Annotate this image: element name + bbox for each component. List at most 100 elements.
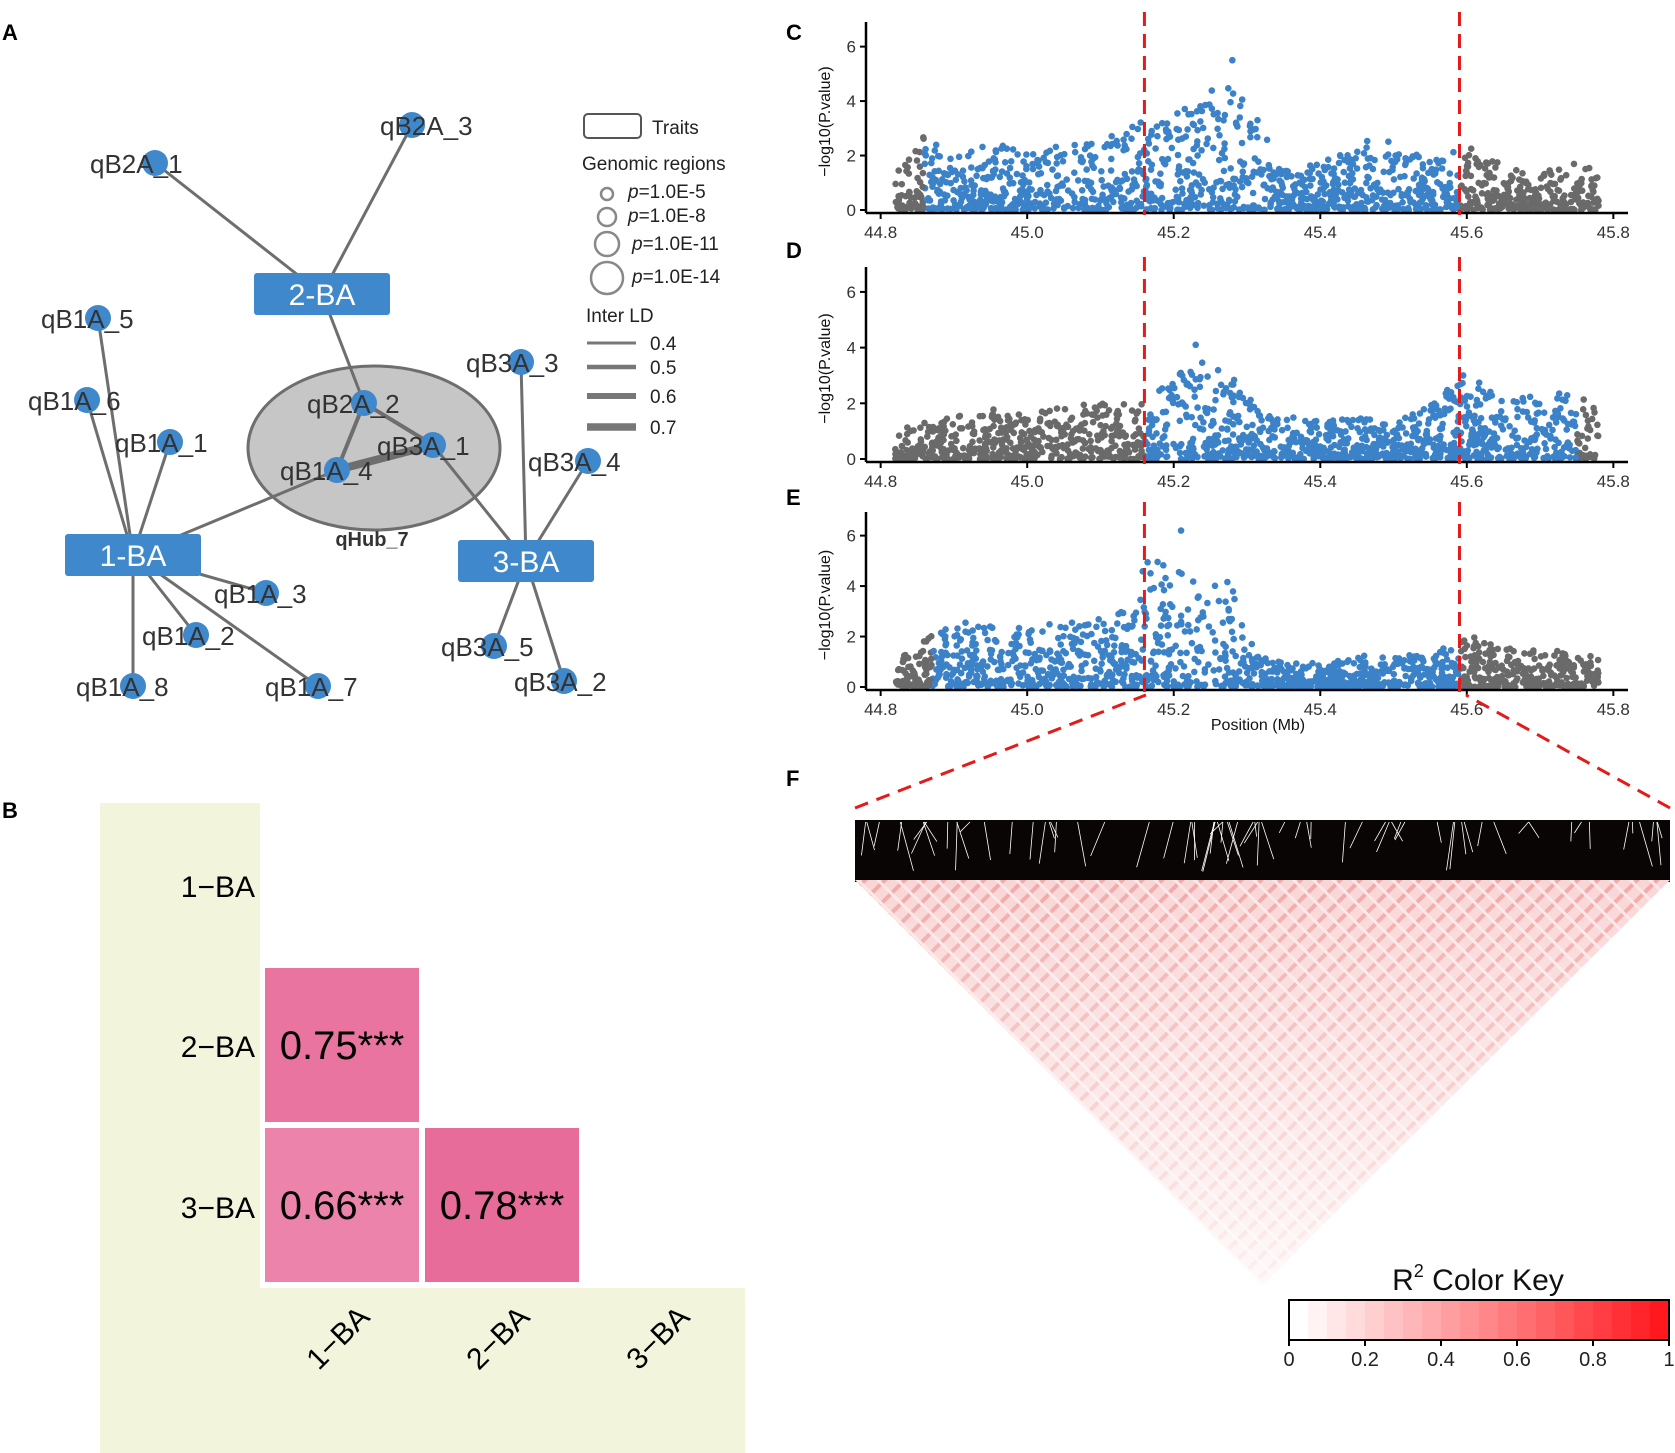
snp-link-line [899,821,914,871]
scatter-point [1315,170,1322,177]
scatter-point [1306,450,1313,457]
scatter-point [1103,140,1111,148]
scatter-point [1221,154,1229,162]
scatter-point [1504,653,1512,660]
scatter-point [965,446,973,454]
scatter-point [959,444,967,452]
scatter-point [1003,145,1011,152]
scatter-point [1192,421,1199,429]
scatter-point [1010,429,1018,437]
scatter-point [1175,126,1183,134]
scatter-point [1542,445,1550,453]
scatter-point [1577,206,1585,214]
scatter-point [1084,178,1092,185]
scatter-point [1484,451,1491,458]
scatter-point [1430,171,1437,178]
scatter-point [1409,432,1416,440]
scatter-point [1551,652,1558,659]
scatter-point [1134,153,1142,161]
scatter-point [1498,662,1505,669]
scatter-point [1554,395,1561,402]
scatter-point [1380,443,1387,450]
scatter-point [958,655,966,662]
scatter-point [1215,156,1223,164]
scatter-point [1064,423,1072,431]
snp-link-line [1574,821,1582,834]
scatter-point [980,675,988,683]
scatter-point [1549,426,1556,434]
scatter-point [1181,628,1189,635]
scatter-point [1524,438,1532,446]
scatter-point [942,649,949,657]
panel-label-e: E [786,485,801,510]
scatter-point [1131,418,1139,425]
scatter-point [1019,172,1026,179]
scatter-point [892,180,899,188]
scatter-point [1148,682,1156,689]
scatter-point [1219,447,1226,454]
y-tick-label: 4 [847,92,856,111]
scatter-point [1017,454,1024,461]
corr-cell [265,1128,419,1282]
colorkey-step [1574,1300,1594,1340]
scatter-point [1152,178,1159,185]
scatter-point [1071,438,1079,445]
snp-link-line [1376,821,1390,853]
scatter-point [1098,637,1105,645]
scatter-point [1015,624,1023,632]
scatter-point [1431,657,1439,665]
scatter-point [1450,195,1457,202]
scatter-point [991,636,999,644]
scatter-point [1422,202,1430,209]
scatter-point [942,626,949,633]
scatter-point [1177,455,1185,463]
scatter-point [1472,193,1479,200]
scatter-point [1406,455,1414,463]
scatter-point [1109,140,1116,148]
scatter-point [1471,417,1479,425]
scatter-point [1240,160,1248,167]
scatter-point [1004,661,1012,669]
scatter-point [1324,156,1332,163]
scatter-point [1540,454,1547,462]
scatter-point [1239,168,1247,175]
scatter-point [1297,668,1305,675]
scatter-point [1098,660,1105,667]
scatter-point [1395,424,1402,432]
scatter-point [1119,429,1127,436]
scatter-point [920,135,927,142]
scatter-point [917,436,925,443]
scatter-point [1577,657,1584,664]
scatter-point [1461,418,1469,426]
scatter-point [973,675,980,682]
scatter-point [1056,455,1064,463]
scatter-point [1194,126,1201,134]
scatter-point [1068,414,1076,422]
scatter-point [911,454,919,462]
scatter-point [1564,439,1572,446]
scatter-point [1578,179,1585,187]
scatter-point [1024,439,1031,446]
scatter-point [1497,422,1505,430]
scatter-point [1246,122,1254,130]
y-tick-label: 0 [847,450,856,469]
scatter-point [934,205,942,212]
scatter-point [1230,635,1237,643]
scatter-point [1117,194,1125,201]
scatter-point [1537,175,1545,182]
scatter-point [1195,658,1202,666]
scatter-point [1161,433,1168,440]
y-tick-label: 2 [847,628,856,647]
scatter-point [1377,683,1384,691]
scatter-point [1157,200,1165,208]
scatter-point [1109,677,1117,684]
network-edge [154,161,323,296]
scatter-point [1156,387,1163,395]
scatter-point [1255,455,1262,463]
scatter-point [1086,152,1094,159]
scatter-point [1043,651,1050,659]
scatter-point [1024,673,1031,681]
scatter-point [1087,445,1094,453]
snp-link-line [1228,821,1244,868]
scatter-point [1208,87,1216,94]
